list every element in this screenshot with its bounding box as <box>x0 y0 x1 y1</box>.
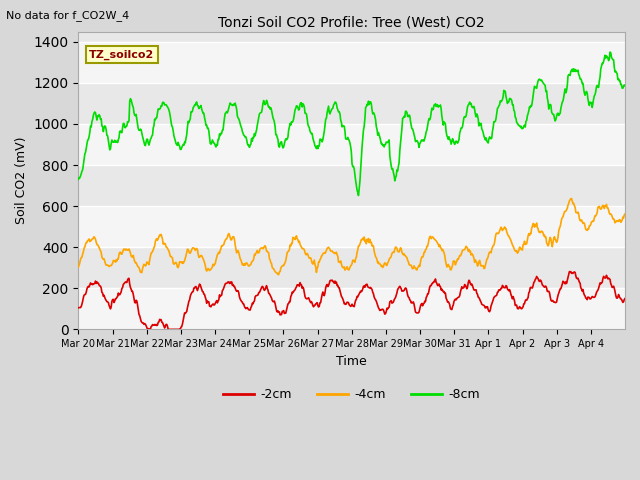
Text: TZ_soilco2: TZ_soilco2 <box>90 49 155 60</box>
Title: Tonzi Soil CO2 Profile: Tree (West) CO2: Tonzi Soil CO2 Profile: Tree (West) CO2 <box>218 15 485 29</box>
Y-axis label: Soil CO2 (mV): Soil CO2 (mV) <box>15 137 28 224</box>
Bar <box>79 42 625 83</box>
Text: No data for f_CO2W_4: No data for f_CO2W_4 <box>6 10 130 21</box>
Bar <box>79 206 625 247</box>
X-axis label: Time: Time <box>337 355 367 368</box>
Bar <box>79 288 625 329</box>
Legend: -2cm, -4cm, -8cm: -2cm, -4cm, -8cm <box>218 384 485 407</box>
Bar <box>79 124 625 165</box>
